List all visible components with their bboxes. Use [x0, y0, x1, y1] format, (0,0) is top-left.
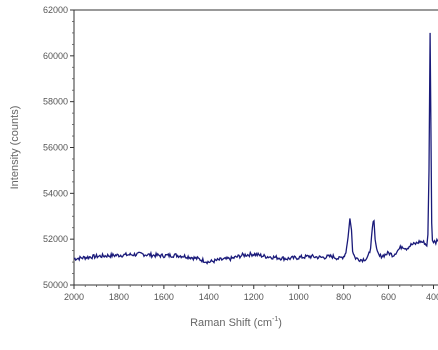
- x-axis-ticks: 2000 1800 1600 1400 1200 1000 800 600 400: [64, 285, 438, 302]
- x-tick-label: 400: [426, 292, 438, 302]
- x-tick-label: 2000: [64, 292, 84, 302]
- plot-frame: [73, 9, 438, 286]
- y-axis-title: Intensity (counts): [9, 106, 21, 190]
- y-minor-ticks: [72, 21, 74, 274]
- y-axis-ticks: 50000 52000 54000 56000 58000 60000 62000: [43, 5, 74, 290]
- x-tick-label: 1000: [289, 292, 309, 302]
- x-tick-label: 1200: [244, 292, 264, 302]
- x-tick-label: 600: [381, 292, 396, 302]
- x-tick-label: 1600: [154, 292, 174, 302]
- x-tick-label: 1400: [199, 292, 219, 302]
- y-tick-label: 60000: [43, 51, 68, 61]
- y-tick-label: 52000: [43, 234, 68, 244]
- y-tick-label: 58000: [43, 97, 68, 107]
- spectrum-line: [73, 32, 438, 265]
- x-minor-ticks: [84, 285, 423, 287]
- x-tick-label: 1800: [109, 292, 129, 302]
- y-tick-label: 54000: [43, 188, 68, 198]
- y-tick-label: 56000: [43, 143, 68, 153]
- y-tick-label: 50000: [43, 280, 68, 290]
- x-axis-title: Raman Shift (cm-1): [190, 316, 282, 329]
- y-tick-label: 62000: [43, 5, 68, 15]
- x-tick-label: 800: [336, 292, 351, 302]
